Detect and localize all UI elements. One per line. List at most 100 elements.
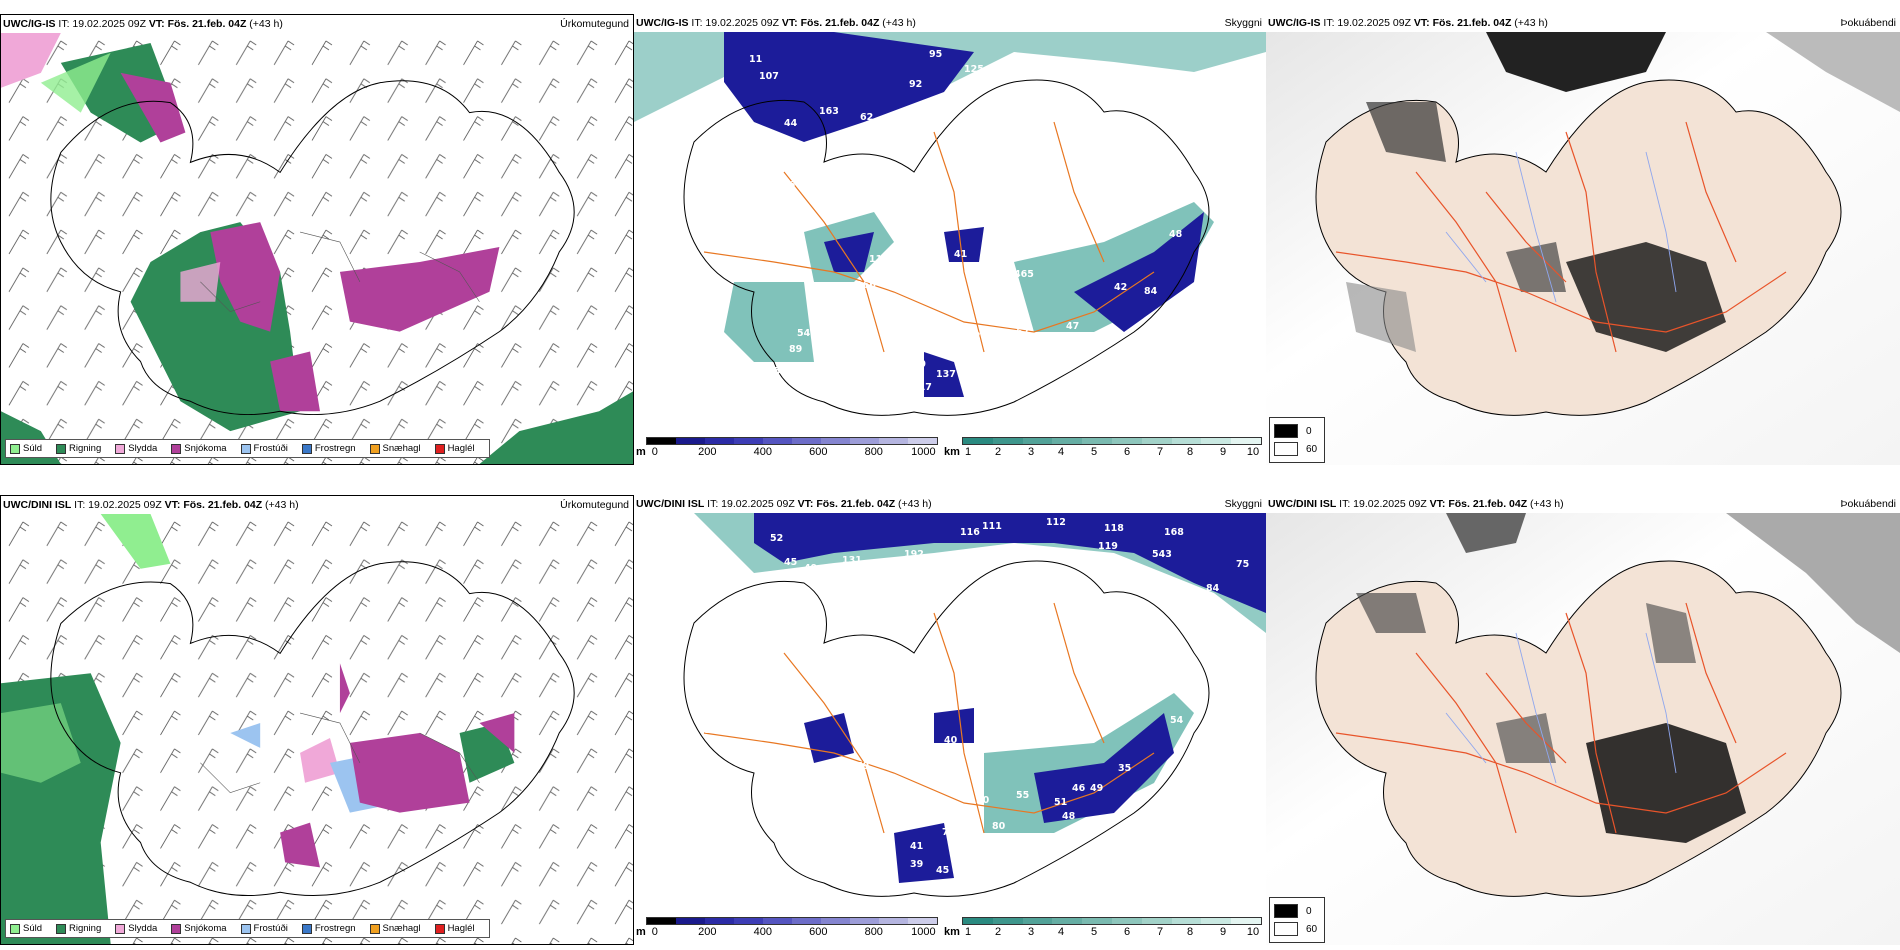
cloud-label: 116 [956, 655, 976, 666]
cloud-label: 48 [1169, 229, 1183, 240]
legend-swatch [240, 923, 251, 934]
legend-swatch [10, 923, 20, 934]
fog-legend: 0 60 [1269, 417, 1325, 463]
cloud-label: 20 [976, 795, 990, 806]
legend-swatch [171, 443, 182, 454]
cloud-label: 131 [842, 555, 862, 566]
cloud-label: 326 [984, 346, 1004, 357]
cloud-label: 59 [774, 366, 787, 377]
product-title: Skyggni [1224, 498, 1262, 510]
cloud-base-labels: 52 45 49 131 192 116 111 112 118 168 119… [704, 517, 1249, 876]
precip-map[interactable] [1, 33, 633, 464]
cloud-label: 39 [910, 859, 923, 870]
legend-swatch [369, 443, 380, 454]
legend-swatch [56, 923, 67, 934]
cloud-label: 55 [1016, 790, 1029, 801]
fog-legend: 0 60 [1269, 897, 1325, 943]
cloud-label: 54 [1170, 715, 1184, 726]
cloud-label: 450 [962, 349, 982, 360]
product-title: Úrkomutegund [560, 18, 629, 30]
cloud-map[interactable]: 52 45 49 131 192 116 111 112 118 168 119… [634, 513, 1266, 905]
cloud-label: 51 [1054, 797, 1067, 808]
panel-header: UWC/DINI ISL IT: 19.02.2025 09Z VT: Fös.… [1266, 495, 1900, 513]
colorbar-strip [962, 437, 1262, 445]
cloud-label: 168 [1164, 527, 1184, 538]
panel-header: UWC/IG-IS IT: 19.02.2025 09Z VT: Fös. 21… [634, 14, 1266, 32]
cloud-label: 465 [1014, 269, 1034, 280]
cloud-label: 45 [784, 557, 797, 568]
cloud-label: 166 [856, 280, 876, 291]
cloud-label: 48 [1062, 811, 1076, 822]
cloud-label: 41 [910, 841, 923, 852]
cloud-label: 45 [936, 865, 949, 876]
legend-swatch [369, 923, 380, 934]
panel-header: UWC/IG-IS IT: 19.02.2025 09Z VT: Fös. 21… [1, 15, 633, 33]
cloud-label: 46 [1072, 783, 1086, 794]
precip-map[interactable] [1, 514, 633, 944]
cloud-label: 73 [1019, 342, 1032, 353]
fog-panel-row1: UWC/IG-IS IT: 19.02.2025 09Z VT: Fös. 21… [1266, 14, 1900, 465]
product-title: Úrkomutegund [560, 499, 629, 511]
cloud-label: 35 [1118, 763, 1131, 774]
cloud-label: 62 [860, 112, 873, 123]
cloud-label: 151 [891, 274, 911, 285]
cloud-label: 48 [1046, 337, 1060, 348]
cloud-label: 41 [954, 249, 967, 260]
legend-swatch [434, 443, 445, 454]
precip-type-panel-row1: UWC/IG-IS IT: 19.02.2025 09Z VT: Fös. 21… [0, 14, 634, 465]
fog-map[interactable] [1266, 513, 1900, 945]
cloud-label: 49 [804, 563, 817, 574]
cloud-label: 192 [904, 549, 924, 560]
panel-header: UWC/DINI ISL IT: 19.02.2025 09Z VT: Fös.… [634, 495, 1266, 513]
cloud-label: 112 [1046, 517, 1066, 528]
legend-swatch [115, 443, 126, 454]
fog-map[interactable] [1266, 32, 1900, 465]
cloud-label: 44 [784, 118, 798, 129]
cloud-label: 53 [722, 136, 735, 147]
cloud-label: 112 [869, 254, 889, 265]
cloud-label: 550 [906, 359, 926, 370]
panel-header: UWC/IG-IS IT: 19.02.2025 09Z VT: Fös. 21… [1266, 14, 1900, 32]
legend-swatch [434, 923, 445, 934]
cloud-base-colorbar: m 0 200 400 600 800 1000 [636, 437, 938, 459]
cloud-label: 38 [1064, 349, 1078, 360]
cloud-label: 53 [809, 314, 822, 325]
precip-type-panel-row2: UWC/DINI ISL IT: 19.02.2025 09Z VT: Fös.… [0, 495, 634, 945]
cloud-map[interactable]: 11 95 125 107 92 163 62 44 85 45 56 53 1… [634, 32, 1266, 425]
cloud-label: 54 [797, 328, 811, 339]
cloud-label: 79 [856, 761, 869, 772]
cloud-visibility-panel-row1: UWC/IG-IS IT: 19.02.2025 09Z VT: Fös. 21… [634, 14, 1266, 465]
cloud-label: 52 [770, 533, 783, 544]
cloud-label: 59 [894, 731, 907, 742]
cloud-label: 71 [942, 827, 955, 838]
cloud-label: 95 [929, 49, 942, 60]
legend-swatch [10, 443, 20, 454]
cloud-label: 92 [909, 79, 922, 90]
colorbar-strip [646, 437, 938, 445]
cloud-label: 67 [1016, 327, 1029, 338]
cloud-label: 56 [782, 180, 796, 191]
cloud-map-svg: 52 45 49 131 192 116 111 112 118 168 119… [683, 513, 1266, 897]
cloud-label: 106 [896, 244, 916, 255]
legend-swatch [1274, 904, 1298, 918]
cloud-label: 119 [1098, 541, 1118, 552]
cloud-label: 47 [1066, 321, 1079, 332]
legend-swatch [171, 923, 182, 934]
cloud-label: 63 [884, 751, 897, 762]
cloud-label: 543 [1152, 549, 1172, 560]
cloud-label: 84 [1144, 286, 1158, 297]
cloud-label: 163 [819, 106, 839, 117]
precip-legend: Súld Rigning Slydda Snjókoma Frostúði Fr… [5, 439, 490, 458]
legend-swatch [1274, 922, 1298, 936]
product-title: Skyggni [1224, 17, 1262, 29]
cloud-label: 84 [1206, 583, 1220, 594]
cloud-label: 45 [782, 164, 795, 175]
fog-panel-row2: UWC/DINI ISL IT: 19.02.2025 09Z VT: Fös.… [1266, 495, 1900, 945]
cloud-label: 125 [964, 64, 984, 75]
fog-map-svg [1266, 513, 1900, 945]
cloud-label: 111 [982, 521, 1002, 532]
cloud-label: 116 [960, 527, 980, 538]
colorbar-strip [962, 917, 1262, 925]
visibility-colorbar: km 1 2 3 4 5 6 7 8 9 10 [944, 917, 1262, 939]
cloud-label: 85 [749, 134, 762, 145]
